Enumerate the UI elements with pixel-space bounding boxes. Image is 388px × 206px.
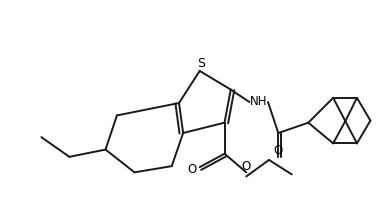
- Text: NH: NH: [250, 95, 267, 108]
- Text: O: O: [242, 159, 251, 172]
- Text: O: O: [274, 143, 283, 156]
- Text: S: S: [197, 57, 205, 70]
- Text: O: O: [188, 162, 197, 175]
